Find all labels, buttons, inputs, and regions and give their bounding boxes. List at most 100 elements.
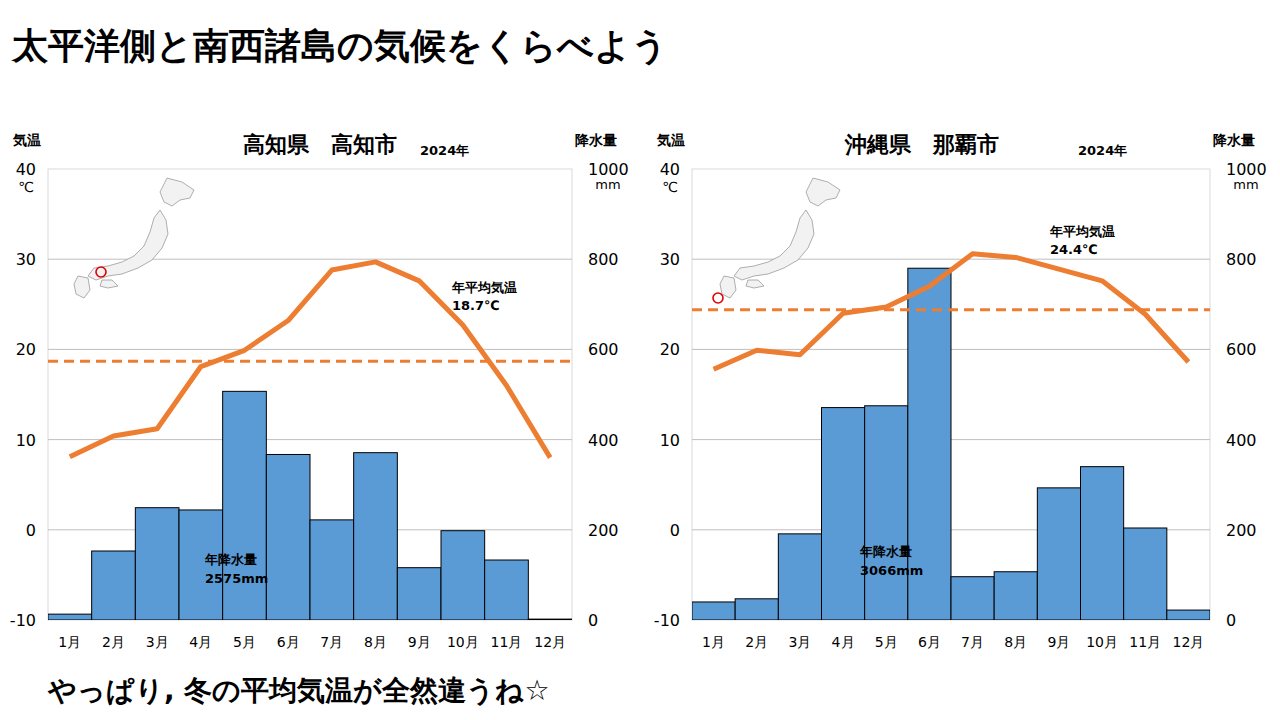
total-label: 年降水量 [859,544,912,559]
y-tick-label: -10 [654,611,680,630]
map-land [74,276,90,298]
y-unit: ℃ [662,179,678,195]
y-axis-label: 気温 [12,132,41,148]
x-tick-label: 7月 [320,634,343,650]
y-tick-label: -10 [10,611,36,630]
bar [692,602,735,620]
plot-frame [692,169,1210,620]
mean-label: 年平均気温 [451,280,517,295]
page-title: 太平洋側と南西諸島の気候をくらべよう [11,25,668,66]
mean-line [692,308,1210,311]
x-tick-label: 1月 [702,634,725,650]
x-tick-label: 6月 [277,634,300,650]
x-tick-label: 3月 [788,634,811,650]
bar [865,406,908,620]
y2-tick-label: 800 [1226,250,1257,269]
mean-value: 24.4℃ [1050,242,1098,257]
mean-label: 年平均気温 [1049,224,1115,239]
grid-line [48,439,572,440]
y-tick-label: 40 [660,160,680,179]
bar [397,568,441,620]
grid-line [692,259,1210,260]
y2-tick-label: 400 [588,431,619,450]
chart-title: 沖縄県 那覇市 [844,132,999,157]
chart-subtitle: 2024年 [1078,143,1127,158]
map-land [806,178,840,206]
inset-map [720,178,840,298]
bar [48,614,92,620]
bar [951,577,994,620]
bar [354,453,398,620]
y-tick-label: 20 [660,340,680,359]
bar [310,520,354,620]
bar [735,599,778,620]
x-tick-label: 4月 [189,634,212,650]
bar [92,551,136,620]
x-tick-label: 11月 [1129,634,1161,650]
y-tick-label: 40 [16,160,36,179]
mean-value: 18.7℃ [452,298,500,313]
grid-line [48,349,572,350]
map-land [746,280,764,288]
chart-title: 高知県 高知市 [243,132,397,157]
plot-frame [48,169,572,620]
inset-map [74,178,194,298]
x-tick-label: 5月 [875,634,898,650]
map-land [734,210,814,280]
x-tick-label: 12月 [534,634,566,650]
y2-tick-label: 400 [1226,431,1257,450]
bar [1037,488,1080,620]
bar [778,534,821,620]
y-tick-label: 30 [16,250,36,269]
y2-axis-label: 降水量 [1213,132,1255,148]
total-value: 2575mm [205,571,268,586]
x-tick-label: 8月 [364,634,387,650]
y-tick-label: 10 [16,431,36,450]
x-tick-label: 2月 [745,634,768,650]
y-tick-label: 0 [670,521,680,540]
total-value: 3066mm [860,563,923,578]
y2-tick-label: 0 [1226,611,1236,630]
caption: やっぱり, 冬の平均気温が全然違うね☆ [47,674,550,707]
x-tick-label: 3月 [146,634,169,650]
y2-tick-label: 600 [588,340,619,359]
y2-tick-label: 200 [1226,521,1257,540]
y-tick-label: 10 [660,431,680,450]
total-label: 年降水量 [204,552,257,567]
x-tick-label: 2月 [102,634,125,650]
chart-subtitle: 2024年 [420,143,469,158]
y2-tick-label: 600 [1226,340,1257,359]
y2-unit: mm [1233,177,1258,192]
y2-tick-label: 0 [588,611,598,630]
bar [485,560,529,620]
x-tick-label: 10月 [447,634,479,650]
x-tick-label: 6月 [918,634,941,650]
bar [266,454,310,620]
mean-line [48,360,572,363]
plot-area [48,262,572,620]
bar [1167,610,1210,620]
line [70,262,550,458]
map-land [100,280,118,288]
bar [1124,528,1167,620]
location-marker [96,267,106,277]
x-tick-label: 8月 [1004,634,1027,650]
x-tick-label: 10月 [1086,634,1118,650]
map-land [88,210,168,280]
bar [994,572,1037,620]
x-tick-label: 5月 [233,634,256,650]
x-tick-label: 4月 [832,634,855,650]
chart: -1001020304002004006008001000気温℃降水量mm沖縄県… [654,132,1267,650]
y2-axis-label: 降水量 [575,132,617,148]
chart: -1001020304002004006008001000気温℃降水量mm高知県… [10,132,629,650]
x-tick-label: 11月 [491,634,523,650]
bar [135,508,179,620]
plot-area [692,254,1210,620]
y-tick-label: 0 [26,521,36,540]
bar [441,531,485,620]
x-tick-label: 12月 [1173,634,1205,650]
line [714,254,1189,369]
bar [528,619,572,620]
y-axis-label: 気温 [656,132,685,148]
y-unit: ℃ [18,179,34,195]
